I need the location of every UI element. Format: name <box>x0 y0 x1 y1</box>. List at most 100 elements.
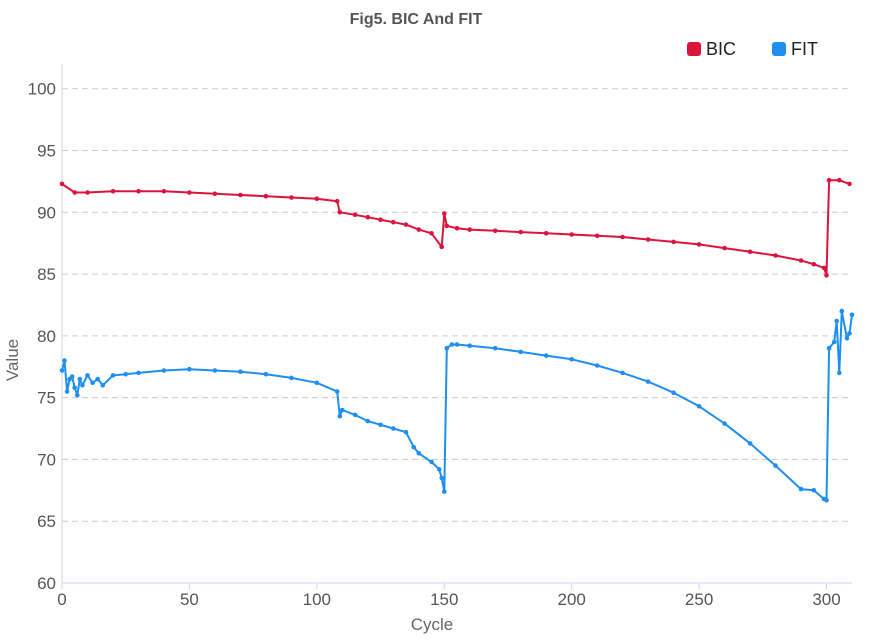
data-point-bic[interactable] <box>439 244 445 250</box>
legend-item-fit[interactable]: FIT <box>772 39 818 59</box>
data-point-fit[interactable] <box>77 376 83 382</box>
data-point-fit[interactable] <box>69 374 75 379</box>
data-point-fit[interactable] <box>72 385 77 391</box>
data-point-fit[interactable] <box>161 368 167 373</box>
data-point-bic[interactable] <box>442 211 447 216</box>
data-point-fit[interactable] <box>352 412 358 418</box>
data-point-bic[interactable] <box>671 239 676 245</box>
data-point-bic[interactable] <box>238 192 243 198</box>
data-point-fit[interactable] <box>444 345 450 351</box>
data-point-fit[interactable] <box>454 342 460 347</box>
data-point-bic[interactable] <box>85 190 90 195</box>
data-point-bic[interactable] <box>212 191 218 197</box>
data-point-fit[interactable] <box>136 370 141 376</box>
data-point-fit[interactable] <box>442 489 447 494</box>
data-point-fit[interactable] <box>831 339 837 345</box>
data-point-fit[interactable] <box>212 368 218 373</box>
data-point-fit[interactable] <box>90 380 95 386</box>
data-point-fit[interactable] <box>773 463 778 468</box>
data-point-fit[interactable] <box>85 373 90 378</box>
data-point-fit[interactable] <box>518 349 523 355</box>
data-point-bic[interactable] <box>826 177 832 183</box>
data-point-bic[interactable] <box>444 223 450 229</box>
data-point-fit[interactable] <box>59 368 65 373</box>
data-point-bic[interactable] <box>811 261 817 267</box>
data-point-fit[interactable] <box>439 475 445 481</box>
data-point-fit[interactable] <box>492 345 498 351</box>
data-point-fit[interactable] <box>365 418 371 424</box>
data-point-fit[interactable] <box>289 375 294 381</box>
data-point-fit[interactable] <box>645 379 651 384</box>
data-point-fit[interactable] <box>378 422 383 428</box>
data-point-bic[interactable] <box>314 196 320 201</box>
data-point-fit[interactable] <box>543 353 549 358</box>
data-point-fit[interactable] <box>847 331 852 336</box>
data-point-bic[interactable] <box>747 249 753 255</box>
data-point-fit[interactable] <box>826 345 832 351</box>
data-point-bic[interactable] <box>289 195 294 200</box>
data-point-fit[interactable] <box>263 371 269 377</box>
data-point-bic[interactable] <box>429 231 434 236</box>
data-point-fit[interactable] <box>747 441 753 446</box>
data-point-fit[interactable] <box>429 459 434 465</box>
data-point-fit[interactable] <box>449 342 455 347</box>
data-point-fit[interactable] <box>411 444 417 450</box>
data-point-fit[interactable] <box>100 383 106 388</box>
data-point-bic[interactable] <box>136 189 141 194</box>
data-point-bic[interactable] <box>492 228 498 234</box>
data-point-fit[interactable] <box>671 390 676 396</box>
data-point-bic[interactable] <box>59 181 65 187</box>
data-point-fit[interactable] <box>337 413 343 419</box>
legend-item-bic[interactable]: BIC <box>687 39 736 59</box>
data-point-fit[interactable] <box>811 488 817 493</box>
data-point-bic[interactable] <box>773 253 778 258</box>
data-point-bic[interactable] <box>645 237 651 242</box>
legend-swatch[interactable] <box>687 42 701 56</box>
data-point-bic[interactable] <box>161 189 167 194</box>
data-point-fit[interactable] <box>340 407 345 413</box>
data-point-fit[interactable] <box>569 357 574 362</box>
data-point-bic[interactable] <box>365 214 371 220</box>
series-line-fit[interactable] <box>61 310 853 502</box>
data-point-fit[interactable] <box>334 389 340 394</box>
data-point-bic[interactable] <box>798 258 804 263</box>
data-point-fit[interactable] <box>436 467 442 472</box>
data-point-fit[interactable] <box>834 318 839 324</box>
data-point-bic[interactable] <box>72 190 77 195</box>
data-point-fit[interactable] <box>844 336 850 341</box>
data-point-fit[interactable] <box>238 369 243 375</box>
data-point-bic[interactable] <box>391 219 396 225</box>
data-point-fit[interactable] <box>416 451 422 456</box>
data-point-bic[interactable] <box>416 227 422 232</box>
data-point-bic[interactable] <box>187 190 192 195</box>
data-point-bic[interactable] <box>821 265 827 271</box>
data-point-fit[interactable] <box>837 370 842 376</box>
data-point-bic[interactable] <box>263 193 269 199</box>
data-point-fit[interactable] <box>467 343 473 349</box>
data-point-fit[interactable] <box>824 497 829 503</box>
data-point-fit[interactable] <box>391 426 396 431</box>
data-point-bic[interactable] <box>847 181 852 187</box>
data-point-bic[interactable] <box>337 210 343 215</box>
data-point-bic[interactable] <box>352 212 358 218</box>
data-point-bic[interactable] <box>722 245 727 251</box>
data-point-fit[interactable] <box>95 376 100 382</box>
legend-label[interactable]: FIT <box>791 39 818 59</box>
data-point-bic[interactable] <box>403 222 409 227</box>
data-point-fit[interactable] <box>722 421 727 426</box>
data-point-bic[interactable] <box>594 233 600 239</box>
data-point-bic[interactable] <box>569 232 574 237</box>
data-point-fit[interactable] <box>80 383 85 388</box>
data-point-fit[interactable] <box>594 363 600 368</box>
data-point-bic[interactable] <box>110 189 116 194</box>
data-point-bic[interactable] <box>824 273 829 278</box>
data-point-bic[interactable] <box>378 217 383 222</box>
data-point-fit[interactable] <box>187 366 192 372</box>
data-point-bic[interactable] <box>696 242 702 247</box>
data-point-fit[interactable] <box>849 312 855 318</box>
data-point-fit[interactable] <box>110 373 116 378</box>
data-point-fit[interactable] <box>798 486 804 492</box>
series-bic[interactable] <box>59 177 852 278</box>
legend[interactable]: BIC FIT <box>687 39 818 59</box>
data-point-bic[interactable] <box>454 226 460 231</box>
